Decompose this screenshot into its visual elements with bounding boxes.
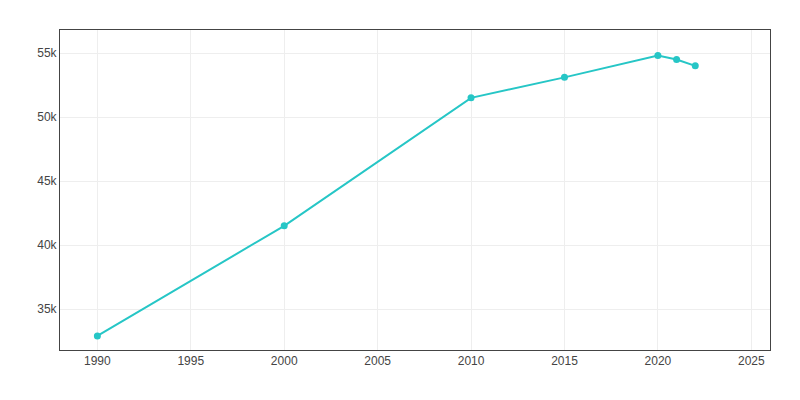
svg-text:2010: 2010 (458, 354, 485, 368)
svg-text:55k: 55k (37, 46, 57, 60)
svg-text:40k: 40k (37, 238, 57, 252)
svg-text:35k: 35k (37, 302, 57, 316)
svg-text:45k: 45k (37, 174, 57, 188)
svg-text:1995: 1995 (177, 354, 204, 368)
svg-text:2000: 2000 (271, 354, 298, 368)
svg-text:2020: 2020 (645, 354, 672, 368)
svg-text:2015: 2015 (551, 354, 578, 368)
svg-text:50k: 50k (37, 110, 57, 124)
svg-text:2005: 2005 (364, 354, 391, 368)
svg-text:1990: 1990 (84, 354, 111, 368)
svg-text:2025: 2025 (738, 354, 765, 368)
